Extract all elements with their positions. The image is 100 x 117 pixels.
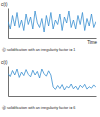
- plot-area: [8, 69, 96, 90]
- x-axis: [9, 38, 97, 39]
- y-axis-label: c(t): [1, 2, 8, 7]
- x-axis: [9, 96, 97, 97]
- x-axis-label: Time: [87, 40, 97, 45]
- series-line: [8, 69, 96, 90]
- figure: c(t) Time ⓒ solidification with an irregul…: [0, 0, 100, 117]
- y-axis-label: c(t): [1, 60, 8, 65]
- plot-area: [8, 11, 96, 32]
- panel: c(t) Time ⓒ solidification with an irregul…: [1, 2, 97, 53]
- caption: ⓒ solidification with an irregularity fa…: [2, 47, 75, 52]
- axis-line: [8, 67, 9, 97]
- y-axis: [8, 67, 9, 97]
- axis-line: [9, 96, 97, 97]
- series-line: [8, 11, 96, 32]
- caption: ⓓ solidification with an irregularity fa…: [2, 105, 75, 110]
- panel: c(t) ⓓ solidification with an irregularit…: [1, 60, 97, 111]
- axis-line: [9, 38, 97, 39]
